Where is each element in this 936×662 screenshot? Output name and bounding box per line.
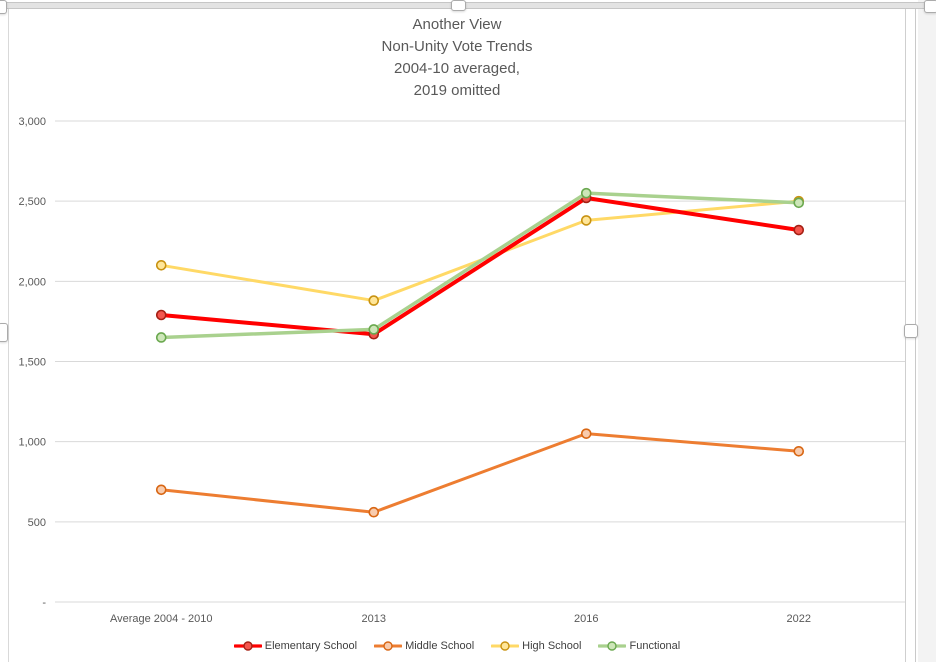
legend-item-high-school[interactable]: High School (491, 640, 581, 652)
series-marker-middle-school-1[interactable] (368, 506, 380, 518)
series-line-functional[interactable] (159, 191, 801, 340)
chart-legend: Elementary School Middle School High Schoo… (8, 636, 906, 656)
series-marker-middle-school-3[interactable] (793, 445, 805, 457)
series-marker-elementary-school-3[interactable] (793, 224, 805, 236)
chart-selection-top-edge[interactable] (4, 2, 934, 9)
y-axis-tick-0: - (42, 597, 46, 609)
worksheet-right-gutter (918, 0, 936, 662)
chart-title-line-3: 2004-10 averaged, (394, 60, 520, 77)
x-axis-label-2016: 2016 (574, 613, 598, 625)
series-marker-functional-1[interactable] (368, 324, 380, 335)
series-line-elementary-school[interactable] (159, 195, 801, 337)
resize-handle-top-left[interactable] (0, 0, 7, 14)
resize-handle-top-middle[interactable] (451, 0, 466, 11)
legend-item-elementary-school[interactable]: Elementary School (233, 640, 358, 652)
series-marker-high-school-1[interactable] (368, 295, 380, 306)
y-axis-tick-1000: 1,000 (18, 437, 46, 449)
chart-border-left (8, 8, 9, 662)
series-marker-high-school-0[interactable] (155, 259, 167, 271)
series-marker-middle-school-0[interactable] (155, 484, 167, 496)
resize-handle-left-middle[interactable] (0, 323, 8, 342)
x-axis-label-2022: 2022 (787, 613, 811, 625)
resize-handle-right-middle[interactable] (904, 324, 918, 338)
y-axis-tick-2500: 2,500 (18, 196, 46, 208)
legend-label-high-school: High School (522, 640, 582, 652)
series-line-middle-school[interactable] (159, 432, 801, 514)
x-axis-label-average-2004-2010: Average 2004 - 2010 (110, 613, 213, 625)
series-marker-functional-0[interactable] (155, 332, 167, 343)
chart-title-line-4: 2019 omitted (413, 82, 501, 99)
legend-item-functional[interactable]: Functional (598, 640, 680, 652)
series-marker-middle-school-2[interactable] (580, 428, 592, 439)
legend-marker-functional (598, 641, 627, 651)
chart-title-line-2: Non-Unity Vote Trends (381, 38, 533, 55)
y-axis-tick-1500: 1,500 (18, 357, 46, 369)
series-marker-high-school-2[interactable] (580, 215, 592, 226)
legend-label-elementary-school: Elementary School (264, 640, 358, 652)
legend-label-middle-school: Middle School (405, 640, 475, 652)
legend-marker-middle-school (374, 641, 403, 651)
series-marker-functional-2[interactable] (580, 187, 592, 199)
chart-title[interactable]: Another View Non-Unity Vote Trends 2004-… (8, 14, 906, 102)
series-marker-elementary-school-0[interactable] (155, 309, 167, 321)
legend-marker-high-school (491, 641, 520, 651)
chart-title-line-1: Another View (412, 16, 502, 33)
legend-label-functional: Functional (629, 640, 681, 652)
legend-marker-elementary-school (233, 641, 262, 651)
series-marker-functional-3[interactable] (793, 197, 805, 209)
y-axis-tick-500: 500 (28, 517, 46, 529)
y-axis-tick-3000: 3,000 (18, 116, 46, 128)
y-axis-tick-2000: 2,000 (18, 276, 46, 288)
resize-handle-top-right[interactable] (924, 0, 936, 13)
x-axis-label-2013: 2013 (362, 613, 386, 625)
legend-item-middle-school[interactable]: Middle School (374, 640, 474, 652)
